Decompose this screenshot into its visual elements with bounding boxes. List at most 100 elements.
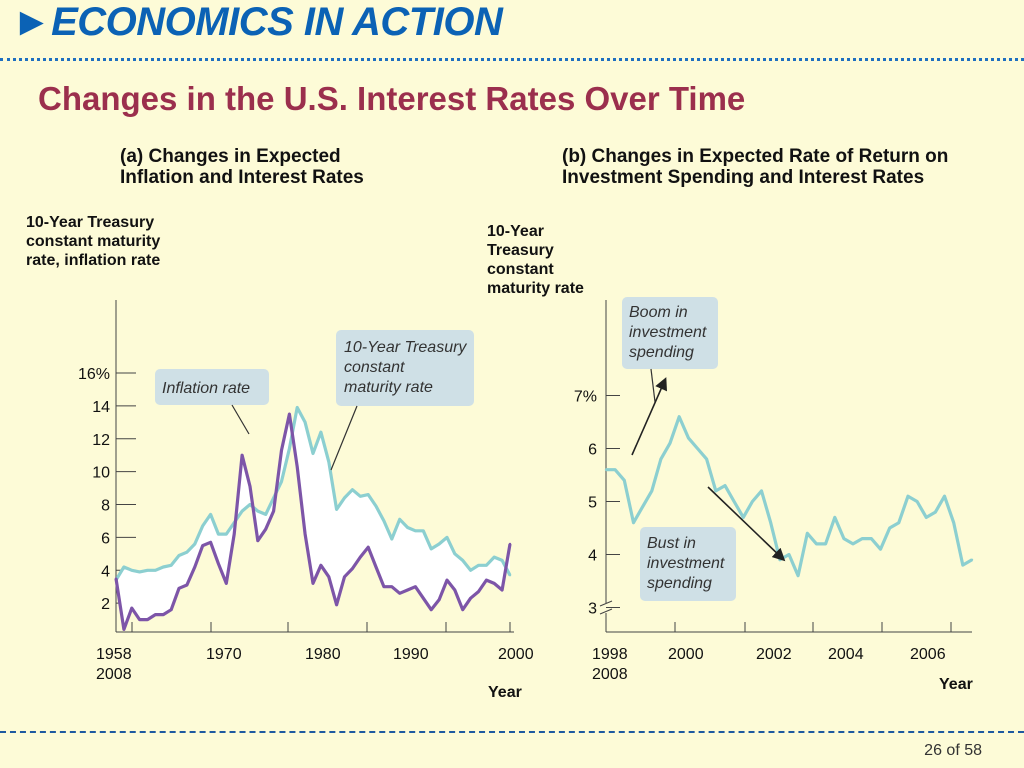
data-point	[311, 582, 315, 585]
data-point	[138, 570, 141, 574]
data-point	[256, 509, 259, 513]
data-point	[398, 518, 401, 521]
y-axis-break	[599, 600, 613, 615]
data-point	[842, 537, 846, 540]
data-point	[248, 503, 252, 506]
data-point	[201, 524, 204, 528]
slide-title: Changes in the U.S. Interest Rates Over …	[38, 80, 746, 117]
callout-inflation-pointer	[231, 404, 250, 435]
y-tick-label: 7%	[574, 389, 597, 406]
data-point	[623, 479, 626, 482]
data-point	[445, 578, 449, 582]
data-point	[668, 442, 672, 445]
panel-a-ylabel: 10-Year Treasury constant maturity rate,…	[26, 214, 161, 269]
data-point	[778, 558, 782, 561]
data-point	[485, 578, 488, 582]
data-point	[311, 452, 315, 455]
data-point	[705, 457, 708, 461]
data-point	[217, 562, 220, 565]
data-point	[796, 574, 800, 577]
data-point	[751, 500, 754, 503]
bust-arrow	[707, 486, 786, 562]
data-point	[248, 485, 252, 488]
x-tick-label: 1998	[592, 646, 628, 663]
data-point	[319, 431, 323, 434]
data-point	[508, 574, 512, 577]
data-point	[280, 480, 283, 483]
data-point	[650, 489, 653, 493]
data-point	[806, 532, 809, 535]
footer-dashed-divider	[0, 731, 1024, 733]
x-tick-label: 2002	[756, 646, 792, 663]
data-point	[414, 585, 417, 588]
y-tick-label: 6	[101, 530, 110, 547]
data-point	[280, 449, 283, 452]
data-point	[430, 547, 433, 551]
data-point	[217, 532, 220, 536]
callout-treasury-rate: 10-Year Treasury constant maturity rate	[330, 330, 474, 471]
x-tick-label: 2006	[910, 646, 946, 663]
data-point	[170, 608, 173, 611]
data-point	[861, 537, 864, 540]
data-point	[382, 585, 386, 588]
data-point	[130, 606, 133, 610]
boom-arrow	[631, 377, 667, 456]
callout-bust-text: Bust in investment spending	[647, 535, 729, 592]
data-point	[641, 505, 644, 508]
data-point	[343, 496, 346, 500]
callout-inflation-text: Inflation rate	[162, 380, 250, 397]
data-point	[233, 532, 236, 536]
title-dotted-divider	[0, 58, 1024, 61]
data-point	[264, 513, 267, 516]
data-point	[319, 564, 323, 567]
data-point	[453, 552, 456, 555]
data-point	[732, 500, 736, 503]
data-point	[934, 510, 937, 514]
x-tick-label-secondary: 2008	[592, 666, 628, 683]
data-point	[824, 542, 827, 546]
data-point	[723, 484, 727, 487]
data-point	[272, 509, 275, 513]
x-tick-label: 2000	[668, 646, 704, 663]
data-point	[897, 521, 900, 524]
data-point	[185, 551, 189, 554]
data-point	[632, 521, 635, 524]
data-point	[240, 454, 244, 457]
data-point	[122, 628, 126, 631]
data-point	[398, 592, 401, 595]
data-point	[170, 564, 173, 567]
page-number: 26 of 58	[924, 742, 982, 759]
data-point	[193, 542, 196, 546]
data-point	[430, 608, 433, 611]
data-point	[114, 577, 118, 580]
data-point	[613, 468, 617, 471]
data-point	[390, 585, 393, 588]
y-tick-label: 6	[588, 442, 597, 459]
data-point	[879, 548, 882, 551]
data-point	[296, 465, 299, 468]
data-point	[367, 493, 370, 496]
data-point	[225, 532, 228, 536]
data-point	[146, 618, 149, 621]
panel-b-ylabel: 10-Year Treasury constant maturity rate	[487, 223, 584, 297]
data-point	[343, 575, 346, 578]
data-point	[138, 618, 141, 621]
callout-treasury-text: 10-Year Treasury constant maturity rate	[344, 339, 471, 396]
data-point	[288, 412, 291, 416]
chart-panel-a: 2 4 6 8 10 12 14 16% 1958 1970 1980 1990 2000 2008 Yea…	[78, 300, 534, 701]
data-point	[477, 564, 480, 567]
data-point	[201, 544, 204, 547]
data-point	[351, 488, 354, 491]
data-point	[209, 541, 212, 544]
data-point	[970, 558, 974, 561]
series-gap-fill	[116, 407, 510, 630]
data-point	[888, 526, 891, 530]
y-tick-label: 10	[92, 465, 110, 482]
data-point	[678, 415, 681, 418]
data-point	[461, 559, 464, 562]
data-point	[461, 608, 464, 611]
y-tick-label: 8	[101, 498, 110, 515]
y-tick-label: 4	[101, 563, 110, 580]
data-point	[296, 406, 299, 409]
